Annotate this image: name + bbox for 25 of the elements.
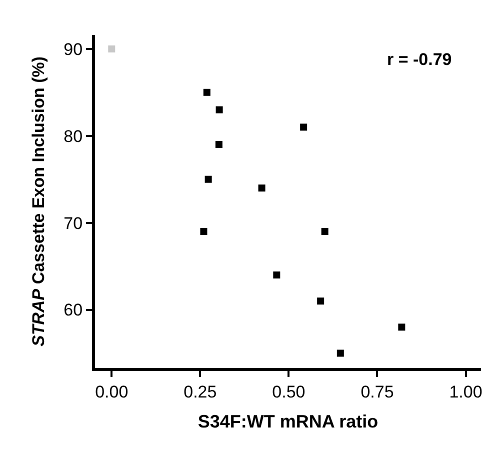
- point: [317, 298, 324, 305]
- point: [108, 45, 116, 52]
- point: [336, 350, 344, 357]
- point: [398, 324, 406, 331]
- x-tick-label: 0.75: [360, 382, 394, 402]
- x-tick-label: 0.25: [184, 382, 217, 402]
- x-tick-label: 0.00: [95, 382, 128, 402]
- point: [204, 176, 212, 183]
- point: [216, 106, 223, 114]
- point: [300, 124, 308, 131]
- y-tick-label: 90: [64, 40, 83, 59]
- point: [273, 271, 280, 278]
- point: [215, 141, 222, 148]
- y-tick-label: 80: [64, 126, 83, 146]
- x-axis-title: S34F:WT mRNA ratio: [198, 412, 378, 432]
- y-tick-label: 60: [64, 300, 83, 320]
- y-tick-label: 70: [64, 214, 83, 233]
- annotation: r = -0.79: [387, 50, 452, 69]
- point: [258, 184, 266, 192]
- x-tick-label: 1.00: [449, 382, 482, 402]
- point: [200, 228, 208, 235]
- x-tick-label: 0.50: [272, 382, 306, 402]
- point: [321, 228, 328, 235]
- y-axis-title: STRAP Cassette Exon Inclusion (%): [29, 56, 48, 347]
- point: [203, 88, 210, 96]
